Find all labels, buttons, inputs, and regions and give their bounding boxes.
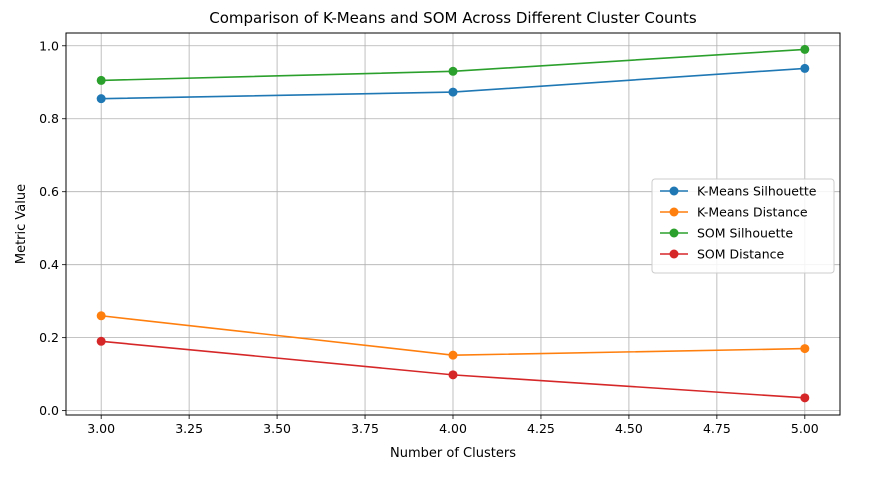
axis-ticks: 3.00 3.25 3.50 3.75 4.00 4.25 4.50 4.75 5.00 0.0 0… <box>39 38 819 436</box>
data-point-k-means-distance <box>800 344 810 354</box>
legend: K-Means Silhouette K-Means Distance SOM Si… <box>651 178 835 274</box>
legend-label: SOM Silhouette <box>697 226 793 241</box>
data-point-k-means-silhouette <box>96 94 106 104</box>
x-tick-label: 4.75 <box>703 421 731 436</box>
legend-item: K-Means Distance <box>660 205 808 220</box>
data-point-k-means-distance <box>448 350 458 360</box>
legend-box <box>651 178 835 274</box>
legend-label: SOM Distance <box>697 247 784 262</box>
y-tick-label: 0.6 <box>39 184 59 199</box>
data-point-som-silhouette <box>96 75 106 85</box>
x-tick-label: 3.50 <box>263 421 291 436</box>
x-tick-label: 3.75 <box>351 421 379 436</box>
y-axis-label: Metric Value <box>14 184 29 264</box>
data-point-som-distance <box>96 336 106 346</box>
legend-marker <box>669 207 679 217</box>
x-tick-label: 4.25 <box>527 421 555 436</box>
series-som-distance <box>96 336 810 403</box>
legend-marker <box>669 228 679 238</box>
x-axis-label: Number of Clusters <box>390 446 516 461</box>
legend-label: K-Means Distance <box>697 205 808 220</box>
y-tick-label: 0.8 <box>39 111 59 126</box>
chart-title: Comparison of K-Means and SOM Across Dif… <box>209 9 697 27</box>
legend-marker <box>669 249 679 259</box>
legend-item: SOM Silhouette <box>660 226 793 241</box>
x-tick-label: 5.00 <box>791 421 819 436</box>
y-tick-label: 1.0 <box>39 38 59 53</box>
legend-marker <box>669 186 679 196</box>
series-k-means-distance <box>96 311 810 360</box>
data-point-k-means-silhouette <box>800 63 810 73</box>
data-series <box>96 44 810 403</box>
y-tick-label: 0.2 <box>39 330 59 345</box>
data-point-k-means-distance <box>96 311 106 321</box>
data-point-k-means-silhouette <box>448 87 458 97</box>
data-point-som-distance <box>448 370 458 380</box>
x-tick-label: 3.00 <box>87 421 115 436</box>
x-tick-label: 4.50 <box>615 421 643 436</box>
y-tick-label: 0.4 <box>39 257 59 272</box>
legend-item: K-Means Silhouette <box>660 184 817 199</box>
x-tick-label: 4.00 <box>439 421 467 436</box>
legend-item: SOM Distance <box>660 247 784 262</box>
data-point-som-distance <box>800 393 810 403</box>
data-point-som-silhouette <box>800 44 810 54</box>
data-point-som-silhouette <box>448 66 458 76</box>
legend-label: K-Means Silhouette <box>697 184 817 199</box>
x-tick-label: 3.25 <box>175 421 203 436</box>
series-som-silhouette <box>96 44 810 85</box>
y-tick-label: 0.0 <box>39 403 59 418</box>
series-k-means-silhouette <box>96 63 810 104</box>
